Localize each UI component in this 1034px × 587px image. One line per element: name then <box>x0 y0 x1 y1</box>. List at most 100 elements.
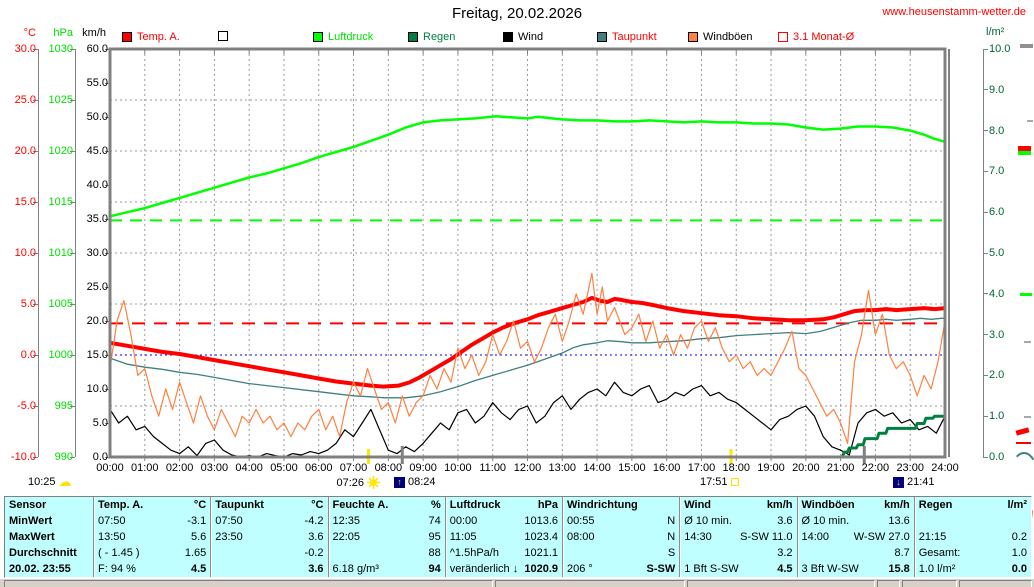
axis-tick <box>33 405 38 407</box>
table-row: F: 94 % 4.5 <box>94 561 210 577</box>
axis-tick-label: 5.0 <box>20 298 36 310</box>
table-column-header: Wind <box>684 499 712 511</box>
x-axis-label: 15:00 <box>618 462 646 474</box>
legend-item: Taupunkt <box>597 31 657 43</box>
axis-tick-label: 8.0 <box>989 124 1005 137</box>
table-row: veränderlich ↓ 1020.9 <box>446 561 562 577</box>
axis-tick <box>70 201 75 203</box>
table-column-Wind: Wind km/h Ø 10 min. 3.6 14:30 S-SW 11.0 3.2 1 B… <box>679 497 796 577</box>
table-row-label: 20.02. 23:55 <box>9 563 71 575</box>
axis-tick <box>70 303 75 305</box>
legend-label: 3.1 Monat-Ø <box>793 31 855 43</box>
axis-tick-label: 20.0 <box>14 145 36 157</box>
axis-tick <box>983 130 988 132</box>
axis-tick-label: 1010 <box>48 247 73 259</box>
table-cell-left: 22:05 <box>332 531 361 543</box>
table-row: 13:50 5.6 <box>94 529 210 545</box>
series-Temp. A. <box>109 295 946 389</box>
axis-tick <box>70 252 75 254</box>
legend-item: Wind <box>503 31 543 43</box>
axis-tick-label: 10.0 <box>989 43 1011 55</box>
series-Taupunkt <box>109 317 945 399</box>
legend-swatch-3.1 Monat-Ø <box>778 32 788 42</box>
website-link[interactable]: www.heusenstamm-wetter.de <box>882 6 1026 18</box>
axis-line-celsius <box>38 49 39 457</box>
axis-tick <box>33 48 38 50</box>
axis-tick-label: 45.0 <box>86 145 108 157</box>
axis-tick <box>33 99 38 101</box>
legend-swatch-Luftdruck <box>313 32 323 42</box>
axis-tick-label: 30.0 <box>86 247 108 259</box>
table-column-header: Feuchte A. <box>332 499 389 511</box>
table-cell-value: 1021.1 <box>524 547 558 559</box>
table-row: 206 ° S-SW <box>563 561 679 577</box>
table-cell-value: 4.5 <box>777 563 793 575</box>
axis-tick <box>105 218 110 220</box>
x-axis-label: 05:00 <box>270 462 298 474</box>
x-axis-label: 11:00 <box>479 462 507 474</box>
axis-tick-label: 20.0 <box>86 315 108 327</box>
axis-tick <box>33 354 38 356</box>
table-row: Ø 10 min. 13.6 <box>798 513 914 529</box>
legend-label: Taupunkt <box>612 31 657 43</box>
table-column-sensor: Sensor MinWert MaxWert Durchschnitt 20.02. 2… <box>5 497 93 577</box>
sunset-sun-icon <box>730 478 739 486</box>
legend-swatch-Regen <box>408 32 418 42</box>
table-column-Taupunkt: Taupunkt °C 07:50 -4.2 23:50 3.6 -0.2 3.6 <box>210 497 327 577</box>
x-axis-label: 08:00 <box>374 462 403 474</box>
table-column-Windböen: Windböen km/h Ø 10 min. 13.6 14:00 W-SW 27.0 8… <box>796 497 914 577</box>
table-row: 88 <box>329 545 445 561</box>
axis-tick <box>105 184 110 186</box>
axis-unit-hpa: hPa <box>53 27 73 39</box>
cloud-icon: ☁ <box>58 474 72 489</box>
table-row: 21:15 0.2 <box>915 529 1031 545</box>
current-time-indicator: 10:25 ☁ <box>28 474 72 489</box>
axis-tick-label: 9.0 <box>989 83 1005 96</box>
axis-unit-celsius: °C <box>23 27 36 39</box>
legend-label: Regen <box>423 31 456 43</box>
status-bar-pane <box>959 580 1032 587</box>
axis-tick <box>105 252 110 254</box>
table-column-unit: °C <box>311 499 324 511</box>
table-cell-left: 12:35 <box>332 515 361 527</box>
axis-tick <box>70 48 75 50</box>
axis-tick <box>33 201 38 203</box>
edge-marker <box>1027 120 1033 122</box>
x-axis-label: 04:00 <box>235 462 263 474</box>
table-cell-value: N <box>667 515 676 527</box>
axis-tick-label: 25.0 <box>86 281 108 293</box>
legend-item: 3.1 Monat-Ø <box>778 31 854 43</box>
table-column-unit: hPa <box>537 499 558 511</box>
x-axis-label: 13:00 <box>548 462 577 474</box>
table-cell-value: 88 <box>428 547 441 559</box>
table-row-label: MinWert <box>9 515 53 527</box>
table-cell-value: 15.8 <box>888 563 910 575</box>
series-Luftdruck <box>109 115 946 218</box>
axis-tick <box>983 89 988 91</box>
x-axis-label: 22:00 <box>861 462 890 474</box>
axis-tick-label: 0.0 <box>92 451 108 463</box>
sunrise-time-label: 07:26 <box>336 476 364 489</box>
table-cell-value: S-SW <box>646 563 676 575</box>
table-cell-value: 74 <box>428 515 441 527</box>
table-column-header: Regen <box>918 499 953 511</box>
table-row: 07:50 -3.1 <box>94 513 210 529</box>
current-time-label: 10:25 <box>28 476 56 488</box>
x-axis-label: 01:00 <box>131 462 159 474</box>
page-title: Freitag, 20.02.2026 <box>451 5 583 22</box>
x-axis-label: 06:00 <box>304 462 333 474</box>
table-cell-value: 13.6 <box>888 515 910 527</box>
edge-marker <box>1024 341 1031 343</box>
table-column-Regen: Regen l/m² 21:15 0.2 Gesamt: 1.0 1.0 l/m² 0.0 <box>913 497 1031 577</box>
status-bar-pane <box>877 580 900 587</box>
table-cell-value: N <box>667 531 676 543</box>
table-cell-left: 23:50 <box>215 531 243 543</box>
axis-tick-label: 2.0 <box>989 369 1005 382</box>
table-header-row: Taupunkt °C <box>211 497 327 513</box>
x-axis-label: 14:00 <box>583 462 611 474</box>
edge-marker <box>1018 146 1031 151</box>
table-cell-value: -0.2 <box>304 547 324 559</box>
moonrise-annotation: ↑ 08:24 <box>394 476 436 488</box>
series-Regen <box>110 414 945 459</box>
axis-tick-label: 5.0 <box>92 417 108 429</box>
